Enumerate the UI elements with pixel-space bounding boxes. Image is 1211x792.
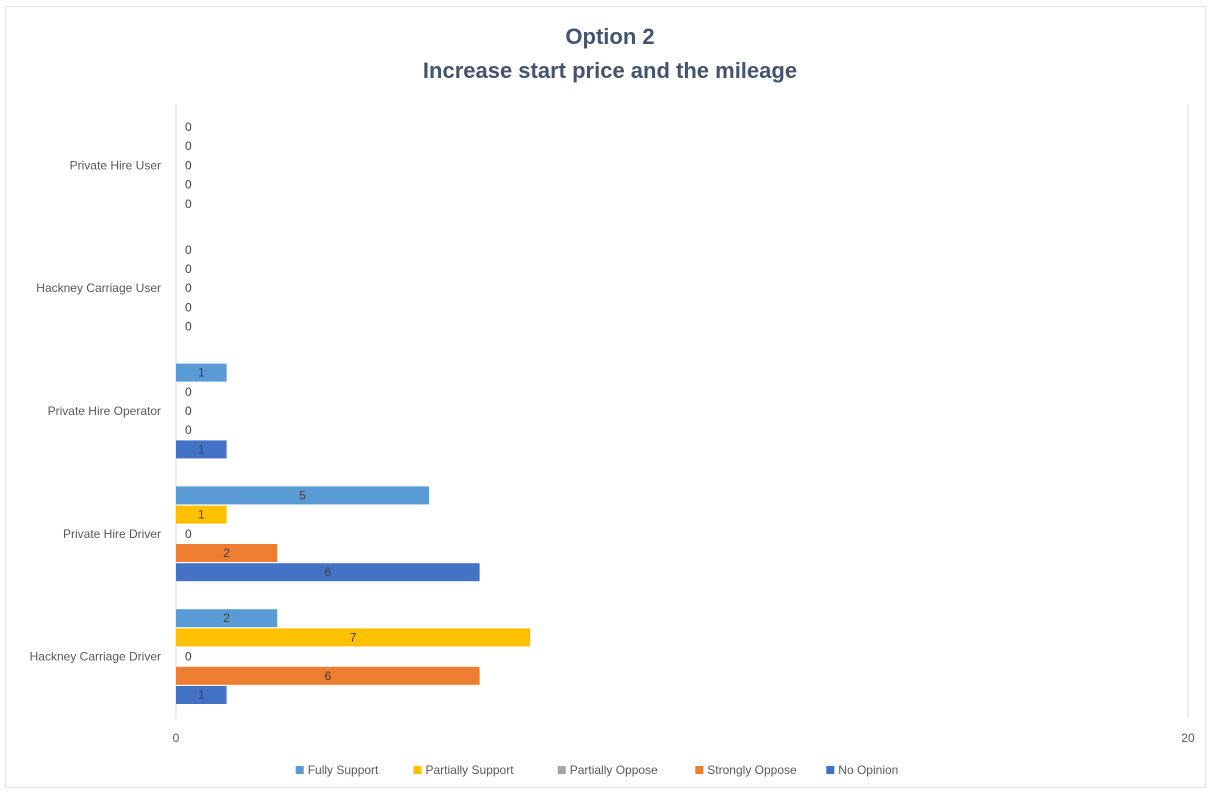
- legend: Fully Support Partially Support Partially …: [295, 763, 898, 777]
- legend-swatch: [826, 766, 835, 774]
- x-tick-label: 0: [173, 731, 180, 745]
- bar: [176, 563, 480, 582]
- bar: [176, 505, 227, 524]
- bar: [176, 609, 278, 628]
- legend-label: Partially Oppose: [570, 763, 658, 777]
- chart-title: Option 2: [565, 24, 654, 49]
- legend-label: Strongly Oppose: [707, 763, 797, 777]
- category-label: Private Hire Operator: [48, 404, 161, 418]
- data-label: 1: [198, 442, 205, 456]
- legend-label: Partially Support: [426, 763, 515, 777]
- data-label: 0: [185, 243, 192, 257]
- data-label: 6: [324, 669, 331, 683]
- category-label: Private Hire Driver: [63, 527, 161, 541]
- legend-item: Partially Oppose: [557, 763, 658, 777]
- data-label: 0: [185, 120, 192, 134]
- legend-swatch: [557, 766, 566, 774]
- data-label: 0: [185, 527, 192, 541]
- bar: [176, 440, 227, 459]
- data-label: 0: [185, 385, 192, 399]
- chart-subtitle: Increase start price and the mileage: [423, 58, 797, 83]
- data-label: 0: [185, 300, 192, 314]
- data-label: 6: [324, 565, 331, 579]
- legend-item: No Opinion: [826, 763, 898, 777]
- data-label: 1: [198, 508, 205, 522]
- legend-item: Fully Support: [295, 763, 379, 777]
- bar: [176, 666, 480, 685]
- bar: [176, 363, 227, 382]
- data-label: 2: [223, 611, 230, 625]
- data-label: 0: [185, 404, 192, 418]
- legend-swatch: [413, 766, 422, 774]
- data-label: 2: [223, 546, 230, 560]
- data-label: 0: [185, 139, 192, 153]
- data-label: 0: [185, 320, 192, 334]
- legend-swatch: [295, 766, 304, 774]
- data-label: 0: [185, 650, 192, 664]
- category-label: Private Hire User: [70, 158, 161, 172]
- bar: [176, 686, 227, 704]
- legend-label: No Opinion: [838, 763, 898, 777]
- data-label: 1: [198, 688, 205, 702]
- data-label: 0: [185, 197, 192, 211]
- legend-item: Partially Support: [413, 763, 515, 777]
- data-label: 0: [185, 262, 192, 276]
- category-label: Hackney Carriage User: [36, 281, 161, 295]
- bar: [176, 628, 531, 647]
- data-label: 0: [185, 423, 192, 437]
- data-label: 0: [185, 178, 192, 192]
- data-label: 0: [185, 158, 192, 172]
- chart-frame: [5, 6, 1206, 788]
- legend-label: Fully Support: [308, 763, 379, 777]
- legend-swatch: [695, 766, 704, 774]
- data-label: 7: [350, 630, 357, 644]
- legend-item: Strongly Oppose: [695, 763, 797, 777]
- category-label: Hackney Carriage Driver: [30, 650, 161, 664]
- data-label: 0: [185, 281, 192, 295]
- bar: [176, 544, 278, 562]
- data-label: 1: [198, 366, 205, 380]
- bar: [176, 486, 429, 505]
- data-label: 5: [299, 488, 306, 502]
- x-tick-label: 20: [1181, 731, 1195, 745]
